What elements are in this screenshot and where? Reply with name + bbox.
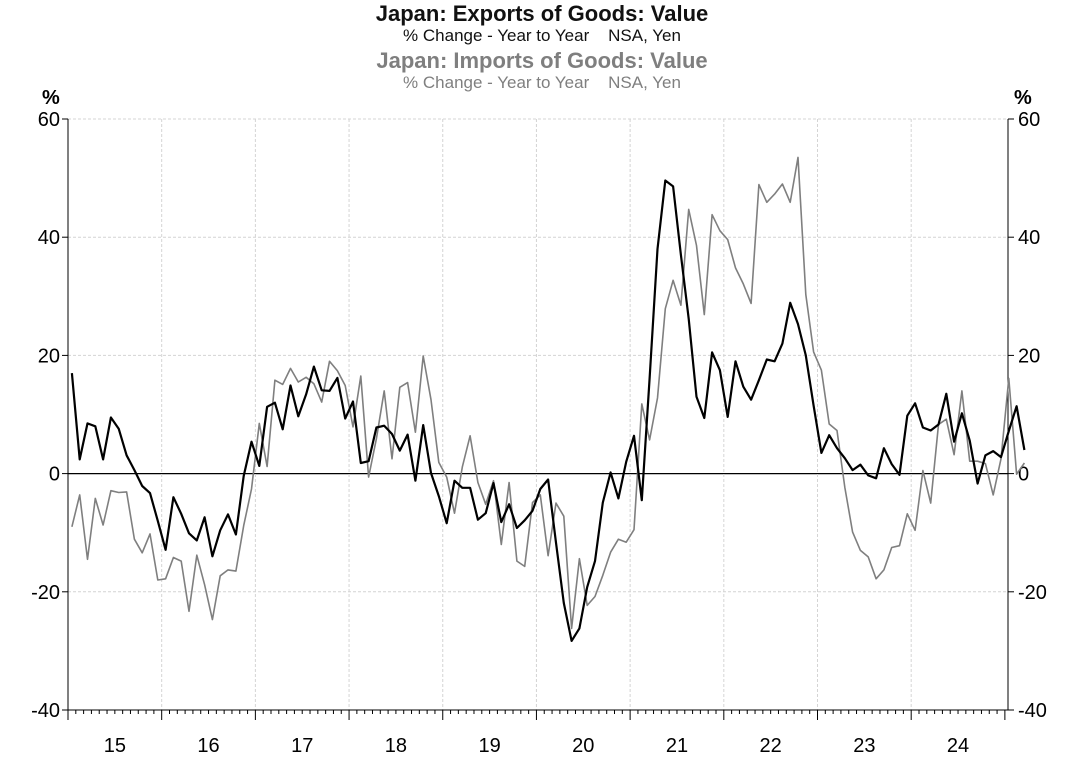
imports-subtitle: % Change - Year to Year NSA, Yen xyxy=(403,73,681,92)
y-tick-label-right: 40 xyxy=(1018,227,1040,249)
x-tick-label: 15 xyxy=(104,735,126,757)
exports-line xyxy=(70,179,1026,643)
x-tick-label: 20 xyxy=(572,735,594,757)
y-tick-label-left: -40 xyxy=(31,700,60,722)
imports-title: Japan: Imports of Goods: Value xyxy=(376,48,708,73)
y-tick-label-left: 60 xyxy=(38,109,60,131)
axes: -40 -40 -20 -20 0 0 20 20 40 40 60 60 15 16 17 18 19 20 21… xyxy=(31,109,1047,757)
gridlines xyxy=(68,118,1008,710)
y-tick-label-right: 20 xyxy=(1018,345,1040,367)
imports-line xyxy=(71,156,1026,630)
y-tick-label-right: -20 xyxy=(1018,582,1047,604)
y-tick-label-left: 40 xyxy=(38,227,60,249)
y-tick-label-left: 0 xyxy=(49,464,60,486)
exports-subtitle: % Change - Year to Year NSA, Yen xyxy=(403,26,681,45)
x-tick-label: 19 xyxy=(478,735,500,757)
y-tick-label-left: 20 xyxy=(38,345,60,367)
y-tick-label-right: 0 xyxy=(1018,464,1029,486)
x-tick-label: 23 xyxy=(853,735,875,757)
x-tick-label: 18 xyxy=(385,735,407,757)
y-tick-label-left: -20 xyxy=(31,582,60,604)
x-tick-label: 22 xyxy=(760,735,782,757)
exports-title: Japan: Exports of Goods: Value xyxy=(375,1,709,26)
y-tick-label-right: -40 xyxy=(1018,700,1047,722)
x-tick-label: 16 xyxy=(197,735,219,757)
y-axis-label-right: % xyxy=(1014,87,1032,109)
chart-titles: Japan: Exports of Goods: Value % Change … xyxy=(0,1,1084,93)
x-tick-label: 21 xyxy=(666,735,688,757)
x-tick-label: 17 xyxy=(291,735,313,757)
series-lines xyxy=(70,156,1026,643)
y-tick-label-right: 60 xyxy=(1018,109,1040,131)
y-axis-label-left: % xyxy=(42,87,60,109)
x-tick-label: 24 xyxy=(947,735,969,757)
